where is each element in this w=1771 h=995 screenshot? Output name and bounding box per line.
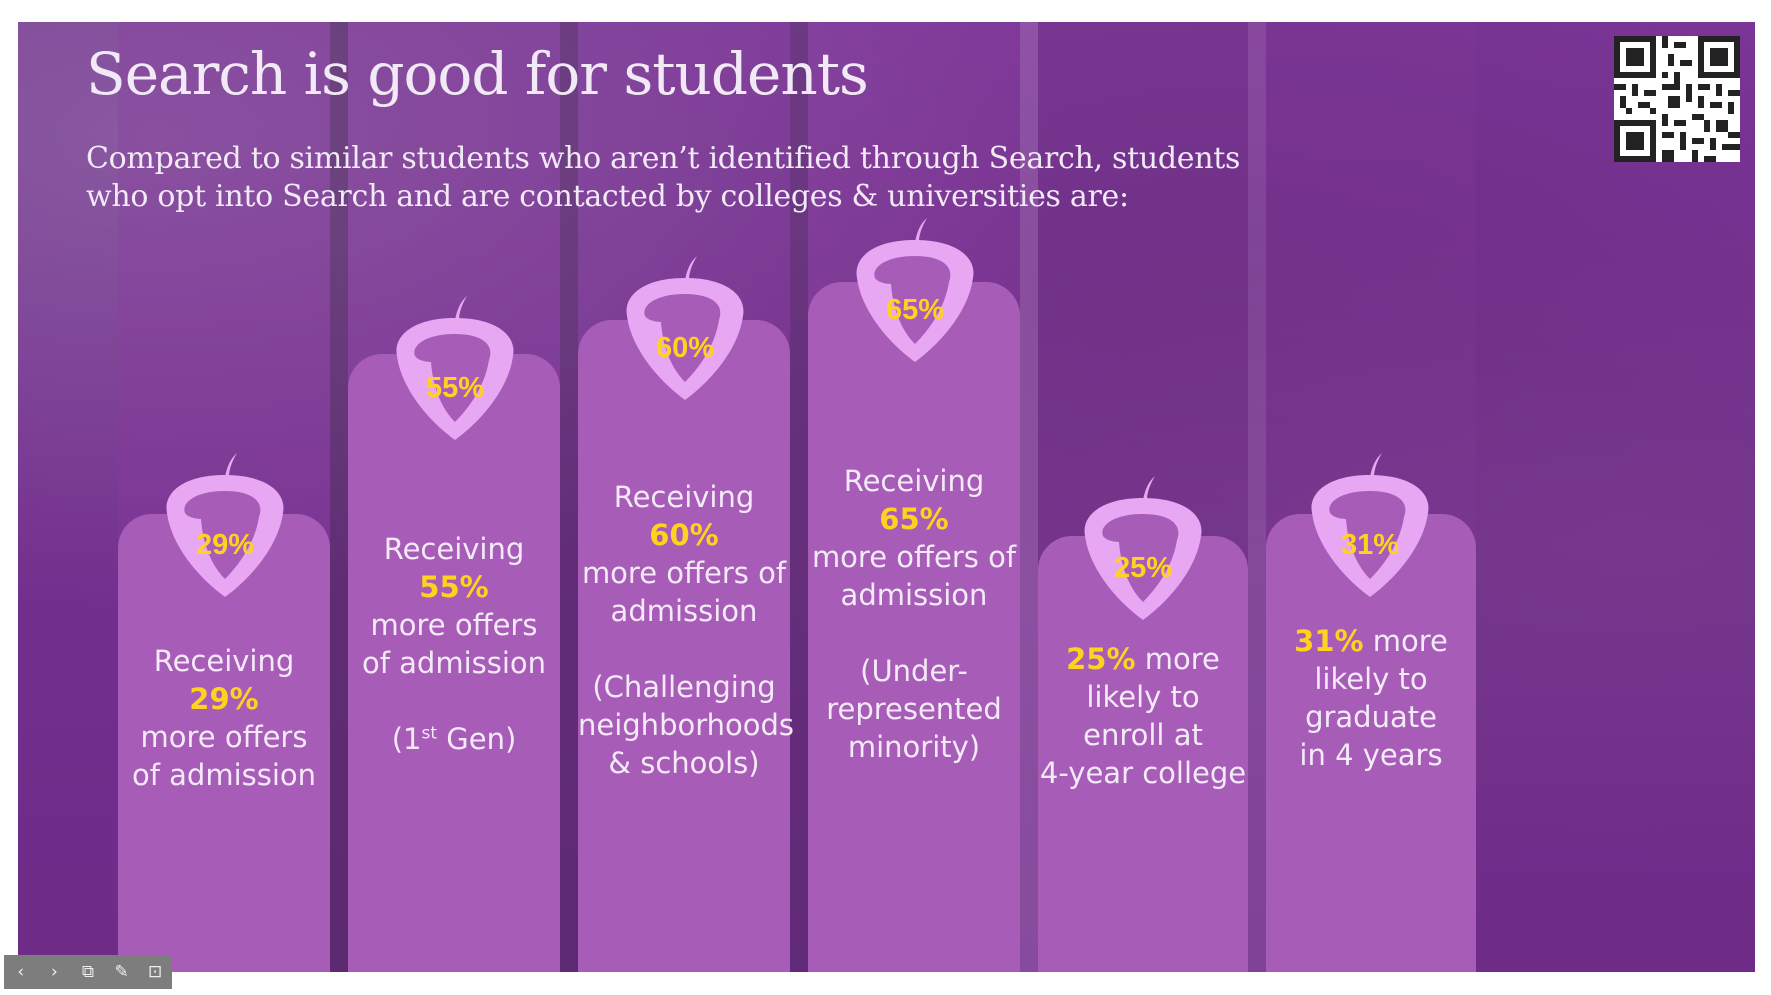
stat-line: more offers of: [581, 556, 787, 590]
stat-line: more offers: [140, 720, 308, 754]
background-stripe: [1020, 22, 1038, 972]
acorn-icon: 31%: [1300, 447, 1440, 622]
stat-text-31: 31% more likely to graduate in 4 years: [1266, 622, 1476, 774]
previous-slide-icon[interactable]: ‹: [17, 962, 25, 982]
acorn-percent: 31%: [1340, 529, 1400, 561]
stat-line: likely to: [1314, 662, 1428, 696]
slide-subtitle: Compared to similar students who aren’t …: [86, 141, 1241, 214]
stat-highlight: 55%: [419, 570, 489, 604]
stat-highlight: 29%: [189, 682, 259, 716]
acorn-percent: 65%: [885, 294, 945, 326]
background-stripe: [560, 22, 578, 972]
acorn-percent: 25%: [1113, 552, 1173, 584]
stat-card-60: [578, 320, 790, 972]
stat-lead: more: [1135, 642, 1220, 676]
stat-text-60: Receiving 60% more offers of admission (…: [578, 478, 795, 782]
acorn-percent: 29%: [195, 529, 255, 561]
acorn-percent: 55%: [425, 372, 485, 404]
stat-highlight: 60%: [649, 518, 719, 552]
stat-note: & schools): [608, 746, 760, 780]
stat-line: of admission: [361, 646, 547, 680]
stat-text-29: Receiving 29% more offers of admission: [118, 642, 330, 794]
slide: Search is good for students Compared to …: [18, 22, 1755, 972]
stat-card-55: [348, 354, 560, 972]
note-text: Gen): [437, 722, 517, 756]
stat-line: in 4 years: [1299, 738, 1443, 772]
stat-lead: more: [1363, 624, 1448, 658]
note-text: (1: [391, 722, 422, 756]
stat-text-65: Receiving 65% more offers of admission (…: [808, 462, 1020, 766]
presentation-toolbar: ‹ › ⧉ ✎ ⊡: [4, 955, 172, 989]
background-stripe: [1248, 22, 1266, 972]
stat-highlight: 25%: [1066, 642, 1136, 676]
stat-highlight: 65%: [879, 502, 949, 536]
slides-overview-icon[interactable]: ⧉: [81, 962, 95, 982]
stat-lead: Receiving: [383, 532, 525, 566]
present-icon[interactable]: ⊡: [148, 962, 163, 982]
stat-text-55: Receiving 55% more offers of admission (…: [348, 530, 560, 758]
acorn-icon: 65%: [845, 212, 985, 387]
stat-line: graduate: [1305, 700, 1437, 734]
acorn-icon: 25%: [1073, 470, 1213, 645]
stat-line: more offers: [370, 608, 538, 642]
stat-line: admission: [840, 578, 988, 612]
stat-line: 4-year college: [1039, 756, 1247, 790]
stat-note: (Under-: [860, 654, 968, 688]
stat-line: more offers of: [811, 540, 1017, 574]
stat-card-65: [808, 282, 1020, 972]
stat-line: likely to: [1086, 680, 1200, 714]
stat-highlight: 31%: [1294, 624, 1364, 658]
stat-note: represented: [826, 692, 1002, 726]
stat-line: of admission: [131, 758, 317, 792]
stat-lead: Receiving: [613, 480, 755, 514]
pen-icon[interactable]: ✎: [114, 962, 129, 982]
qr-code-icon: [1614, 36, 1740, 162]
acorn-icon: 60%: [615, 250, 755, 425]
stat-text-25: 25% more likely to enroll at 4-year coll…: [1038, 640, 1248, 792]
slide-title: Search is good for students: [86, 40, 869, 108]
note-superscript: st: [421, 723, 438, 744]
stat-note: neighborhoods: [578, 708, 795, 742]
acorn-percent: 60%: [655, 332, 715, 364]
stat-line: admission: [610, 594, 758, 628]
stat-note: (1st Gen): [348, 720, 560, 758]
stat-note: minority): [847, 730, 981, 764]
background-stripe: [790, 22, 808, 972]
stat-lead: Receiving: [843, 464, 985, 498]
stat-line: enroll at: [1083, 718, 1203, 752]
acorn-icon: 55%: [385, 290, 525, 465]
background-stripe: [330, 22, 348, 972]
acorn-icon: 29%: [155, 447, 295, 622]
stat-note: (Challenging: [592, 670, 776, 704]
stat-lead: Receiving: [153, 644, 295, 678]
next-slide-icon[interactable]: ›: [50, 962, 58, 982]
